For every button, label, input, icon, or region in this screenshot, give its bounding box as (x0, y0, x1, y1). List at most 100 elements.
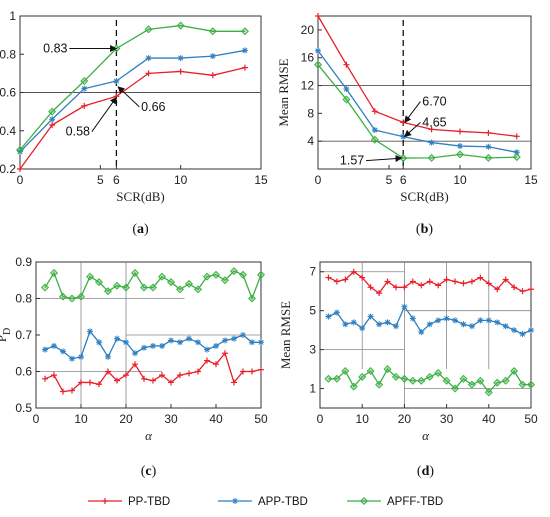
data-point (58, 292, 68, 301)
legend-item-APFF-TBD: APFF-TBD (347, 496, 443, 508)
data-point (222, 337, 228, 344)
series-line (44, 351, 262, 393)
data-point (435, 317, 442, 324)
data-point (249, 368, 255, 375)
data-point (526, 380, 536, 389)
x-tick-label: 30 (164, 412, 178, 426)
subfigure-caption: (c) (141, 464, 157, 479)
annotation-label: 4.65 (422, 115, 446, 129)
data-point (78, 353, 84, 360)
data-point (231, 379, 237, 386)
data-point (209, 72, 216, 79)
data-point (213, 342, 219, 349)
y-tick-label: 16 (301, 51, 315, 65)
data-point (409, 278, 416, 285)
data-point (240, 27, 249, 36)
y-tick-label: 3 (309, 343, 316, 357)
data-point (49, 268, 59, 277)
data-point (333, 278, 340, 285)
x-tick-label: 20 (119, 412, 133, 426)
data-point (145, 55, 152, 62)
data-point (168, 379, 174, 386)
data-point (186, 370, 192, 377)
data-point (177, 68, 184, 75)
data-point (468, 323, 475, 330)
data-point (324, 374, 333, 383)
data-point (247, 294, 257, 303)
data-point (518, 380, 527, 389)
data-point (141, 375, 147, 382)
y-tick-label: 0.8 (15, 292, 32, 306)
data-point (519, 331, 526, 338)
data-point (249, 339, 255, 346)
plot-frame-d (319, 261, 532, 409)
data-point (333, 309, 340, 316)
data-point (427, 153, 436, 162)
x-tick-label: 6 (113, 173, 120, 187)
data-point (367, 284, 374, 291)
data-point (494, 286, 501, 293)
data-point (211, 270, 221, 279)
data-point (392, 323, 399, 330)
data-point (451, 384, 460, 393)
data-point (457, 143, 463, 150)
data-point (332, 374, 341, 383)
data-point (342, 276, 349, 283)
data-point (159, 342, 165, 349)
data-point (409, 315, 416, 322)
data-point (175, 285, 185, 294)
annotation-arrow (366, 155, 403, 163)
legend-marker (102, 498, 108, 504)
plot-frame-b (317, 15, 532, 170)
x-axis-label: SCR(dB) (116, 189, 164, 204)
data-point (376, 321, 383, 328)
y-tick-label: 0.4 (0, 124, 16, 138)
data-point (400, 374, 409, 383)
x-axis-label: α (422, 428, 430, 443)
y-tick-label: 0.6 (15, 365, 32, 379)
data-point (150, 342, 156, 349)
chart-c: 0 10 20 30 40 50 0.5 0.6 0.7 0.8 0.9 α PD (c) (0, 255, 268, 479)
data-point (87, 328, 93, 335)
data-point (417, 376, 426, 385)
annotation-label: 6.70 (422, 95, 446, 109)
x-tick-label: 0 (317, 412, 324, 426)
legend-label: APFF-TBD (387, 496, 443, 508)
data-point (484, 388, 493, 397)
data-point (359, 325, 366, 332)
data-point (384, 319, 391, 326)
data-point (376, 290, 383, 297)
data-point (132, 350, 138, 357)
data-point (17, 148, 23, 155)
series-PP-TBD (325, 268, 534, 297)
data-point (69, 387, 75, 394)
x-tick-label: 15 (524, 173, 538, 187)
data-point (15, 145, 25, 154)
data-point (17, 166, 23, 172)
data-point (240, 368, 246, 375)
data-point (177, 55, 184, 62)
series-APFF-TBD (40, 267, 266, 303)
data-point (49, 122, 56, 129)
data-point (96, 381, 102, 388)
legend-marker (359, 496, 369, 506)
data-point (94, 278, 104, 287)
subfigure-caption: (d) (417, 464, 434, 479)
data-point (166, 278, 176, 287)
data-point (145, 70, 152, 77)
data-point (238, 270, 248, 279)
data-point (359, 274, 366, 281)
data-point (443, 276, 450, 283)
subfigure-caption: (a) (132, 222, 149, 237)
data-point (371, 108, 378, 115)
data-point (513, 149, 520, 156)
data-point (60, 348, 66, 355)
chart-b: 0 5 6 10 15 4 8 12 16 20 SCR(dB) Mean RMSE 6.70 4.65 1… (276, 13, 538, 237)
data-point (42, 346, 48, 353)
data-point (375, 380, 384, 389)
data-point (241, 47, 248, 54)
data-point (341, 367, 350, 376)
data-point (350, 268, 357, 275)
annotation-label: 0.66 (141, 100, 165, 114)
data-point (370, 135, 379, 144)
